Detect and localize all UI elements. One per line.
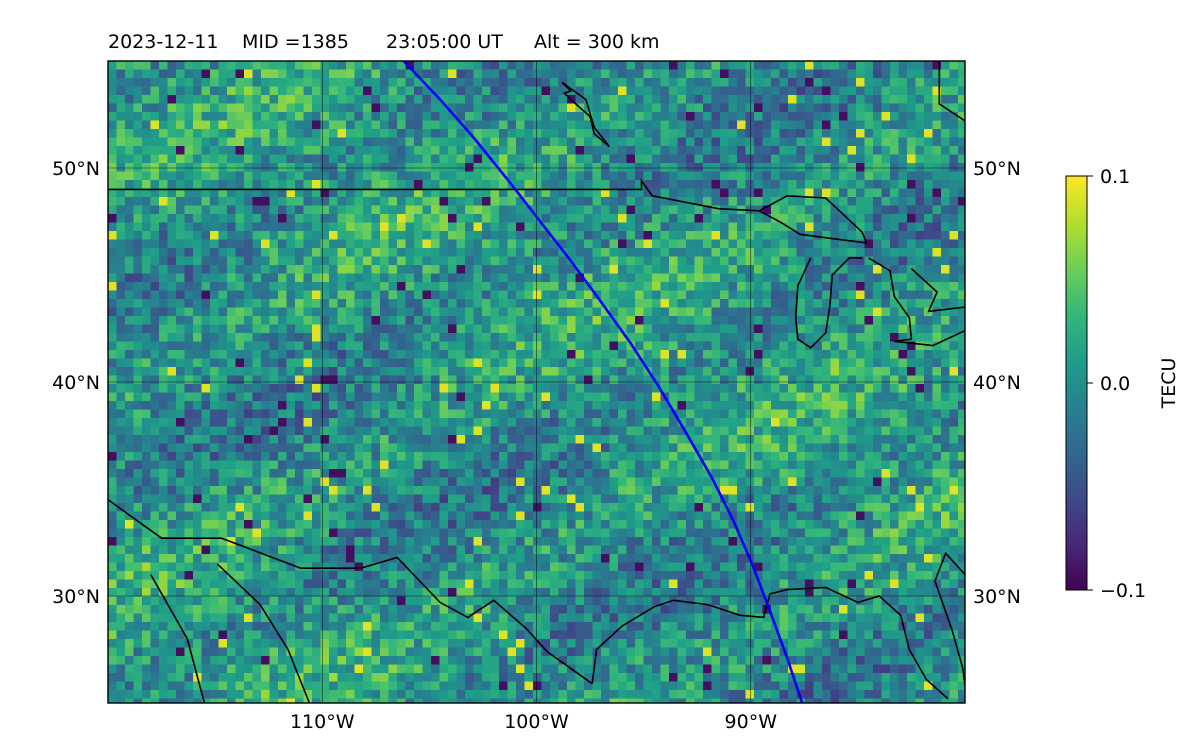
map-frame	[107, 60, 966, 704]
coastline-segment	[934, 551, 965, 686]
coastline-segment	[561, 81, 610, 148]
lat-tick-label: 40°N	[52, 372, 100, 394]
latitude-labels-left: 50°N 40°N 30°N	[52, 158, 100, 608]
colorbar-ticks: 0.1 0.0 −0.1	[1087, 166, 1146, 602]
coastline-segment	[591, 586, 949, 700]
colorbar: 0.1 0.0 −0.1 TECU	[1065, 166, 1180, 602]
colorbar-tick-label: 0.0	[1100, 373, 1130, 395]
satellite-track	[402, 61, 804, 703]
tec-map-panel: 110°W 100°W 90°W 50°N 40°N 30°N 50°N 40°N 30°N	[52, 60, 1021, 733]
header-mid: MID =1385	[242, 31, 349, 53]
coastline-segment	[150, 574, 206, 703]
coastline-segment	[938, 61, 965, 122]
header-time: 23:05:00 UT	[386, 31, 503, 53]
colorbar-label: TECU	[1158, 358, 1180, 410]
lat-tick-label: 30°N	[52, 586, 100, 608]
coastline-segment	[794, 257, 863, 349]
colorbar-gradient	[1065, 175, 1088, 591]
coastline-segment	[868, 257, 965, 347]
lon-tick-label: 100°W	[504, 711, 569, 733]
tec-field	[108, 61, 965, 703]
lat-tick-label: 40°N	[973, 372, 1021, 394]
coastline-segment	[216, 563, 311, 703]
latitude-labels-right: 50°N 40°N 30°N	[973, 158, 1021, 608]
coastline-segment	[108, 178, 760, 212]
coastline-segment	[758, 194, 868, 244]
colorbar-tick-label: −0.1	[1100, 580, 1146, 602]
lon-tick-label: 90°W	[725, 711, 778, 733]
coastline-segment	[910, 268, 965, 313]
map-header: 2023-12-11 MID =1385 23:05:00 UT Alt = 3…	[108, 31, 660, 53]
lat-tick-label: 50°N	[52, 158, 100, 180]
header-date: 2023-12-11	[108, 31, 218, 53]
lat-tick-label: 30°N	[973, 586, 1021, 608]
coastline-segment	[108, 499, 593, 685]
lat-tick-label: 50°N	[973, 158, 1021, 180]
colorbar-tick-label: 0.1	[1100, 166, 1130, 188]
lon-tick-label: 110°W	[290, 711, 355, 733]
header-alt: Alt = 300 km	[534, 31, 660, 53]
longitude-labels: 110°W 100°W 90°W	[290, 711, 777, 733]
map-coastlines	[108, 61, 965, 703]
map-gridlines	[108, 61, 965, 703]
